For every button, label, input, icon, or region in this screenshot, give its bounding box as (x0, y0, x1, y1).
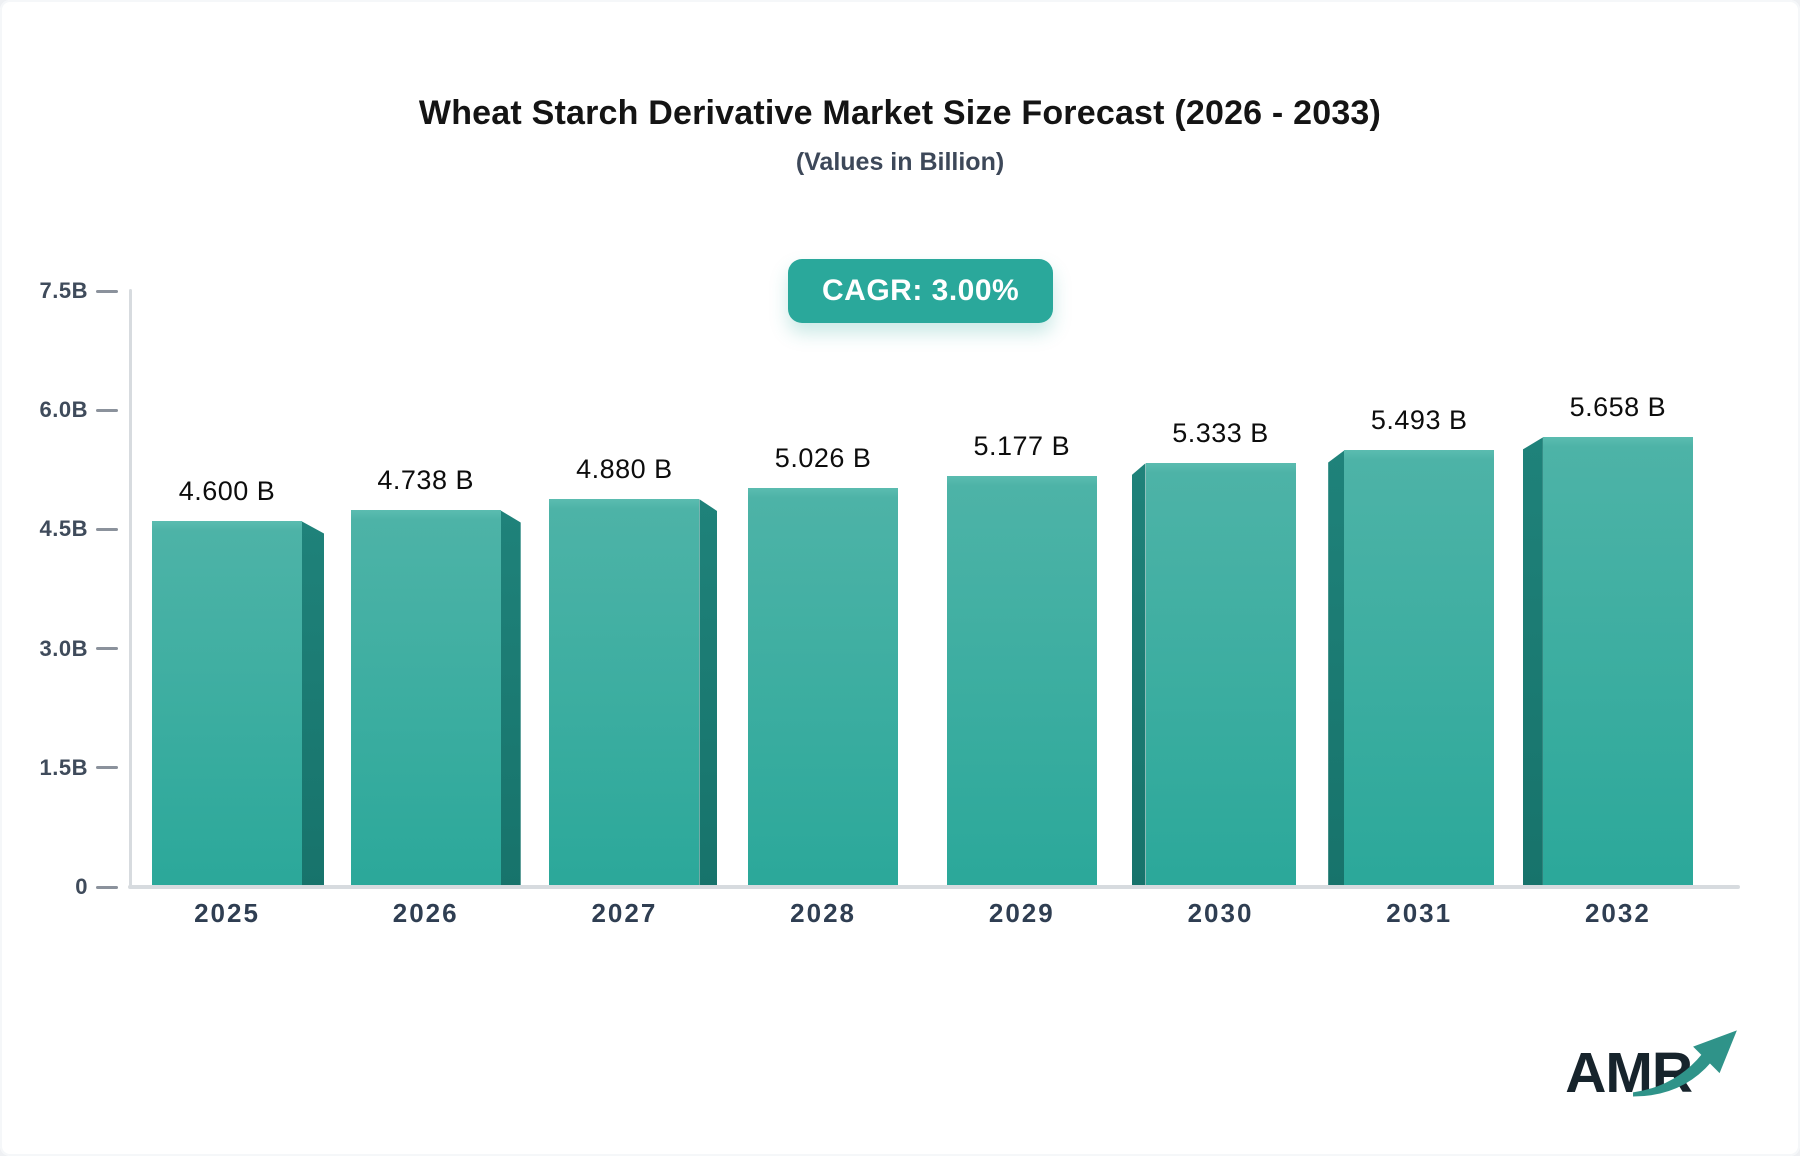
bar-value-label: 4.738 B (377, 465, 474, 496)
trend-up-arrow-icon (1633, 1030, 1738, 1097)
bar-face (1344, 450, 1495, 887)
y-axis-tick (96, 289, 118, 293)
x-axis-category-label: 2027 (591, 898, 658, 928)
bar[interactable] (350, 510, 521, 887)
bar-face (748, 487, 899, 887)
bar-value-label: 4.600 B (178, 476, 276, 507)
y-axis-tick (96, 766, 118, 770)
y-axis-tick-label: 7.5B (39, 278, 88, 303)
x-axis-line (128, 885, 1740, 889)
y-axis-tick (96, 527, 118, 531)
y-axis-tick (96, 885, 118, 889)
bar-value-label: 4.880 B (576, 454, 673, 485)
y-axis-tick (96, 408, 118, 412)
bar[interactable] (152, 521, 324, 887)
bar-face (1542, 437, 1693, 887)
y-axis-tick-label: 3.0B (39, 635, 88, 661)
x-axis-category-label: 2032 (1584, 898, 1651, 928)
bar-face (152, 521, 302, 887)
y-axis-tick-label: 4.5B (39, 516, 88, 542)
bar-side-face (699, 499, 718, 887)
x-axis-category-label: 2025 (194, 898, 260, 928)
bar-value-label: 5.026 B (774, 442, 872, 473)
y-axis-line (129, 289, 132, 889)
bar-value-label: 5.493 B (1370, 405, 1468, 436)
bar-value-label: 5.333 B (1172, 418, 1269, 449)
bar-value-label: 5.177 B (973, 430, 1071, 461)
bar-side-face (1328, 450, 1345, 887)
bar-face (549, 499, 700, 887)
bar[interactable] (1328, 450, 1495, 887)
y-axis-tick (96, 647, 118, 651)
bar-side-face (1522, 437, 1543, 887)
bar[interactable] (1131, 463, 1296, 887)
amr-logo: AMR (1565, 1030, 1738, 1105)
y-axis-tick-label: 1.5B (39, 754, 88, 780)
x-axis-category-label: 2029 (988, 898, 1055, 928)
bar[interactable] (1522, 437, 1693, 887)
x-axis-category-label: 2030 (1187, 898, 1254, 928)
bar-side-face (500, 510, 521, 887)
bar-face (1145, 463, 1296, 887)
bar[interactable] (946, 475, 1097, 887)
chart-subtitle: (Values in Billion) (795, 148, 1005, 176)
bar-value-label: 5.658 B (1569, 392, 1667, 423)
x-axis-category-label: 2028 (790, 898, 857, 928)
bar-face (350, 510, 501, 887)
cagr-badge-label: CAGR: 3.00% (822, 274, 1020, 307)
y-axis-tick-label: 6.0B (39, 397, 88, 423)
bar-side-face (1131, 463, 1146, 887)
bar[interactable] (549, 499, 718, 887)
bar-side-face (302, 521, 324, 887)
cagr-badge: CAGR: 3.00% (788, 259, 1054, 323)
x-axis-category-label: 2026 (392, 898, 459, 928)
bar-face (946, 475, 1097, 887)
amr-logo-text: AMR (1565, 1041, 1693, 1105)
x-axis-category-label: 2031 (1386, 898, 1453, 928)
y-axis-tick-label: 0 (75, 874, 88, 899)
bar[interactable] (748, 487, 899, 887)
chart-title: Wheat Starch Derivative Market Size Fore… (418, 94, 1382, 132)
